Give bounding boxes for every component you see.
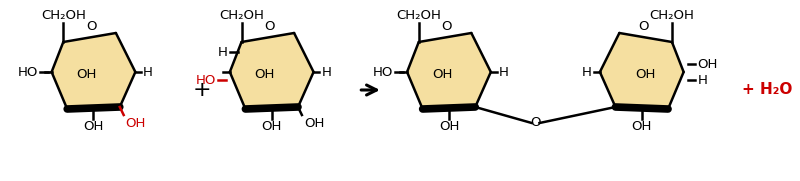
Text: + H₂O: + H₂O [742,83,793,98]
Text: OH: OH [698,58,718,71]
Text: CH₂OH: CH₂OH [41,9,86,22]
Text: O: O [86,20,97,33]
Text: HO: HO [196,73,216,87]
Text: H: H [698,73,707,87]
Text: OH: OH [126,117,146,130]
Text: O: O [638,20,649,33]
Text: H: H [582,66,592,79]
Text: OH: OH [631,120,652,133]
Text: OH: OH [254,68,275,81]
Text: H: H [498,66,509,79]
Polygon shape [600,33,684,109]
Text: OH: OH [432,68,452,81]
Text: O: O [530,117,541,129]
Text: O: O [265,20,275,33]
Text: CH₂OH: CH₂OH [219,9,264,22]
Polygon shape [407,33,491,109]
Text: OH: OH [438,120,459,133]
Text: +: + [192,80,211,100]
Text: CH₂OH: CH₂OH [650,9,694,22]
Text: H: H [143,66,153,79]
Text: HO: HO [18,66,38,79]
Text: HO: HO [373,66,394,79]
Polygon shape [52,33,135,109]
Text: OH: OH [635,68,656,81]
Text: OH: OH [77,68,97,81]
Text: H: H [218,45,228,58]
Text: CH₂OH: CH₂OH [396,9,441,22]
Text: OH: OH [262,120,282,133]
Text: OH: OH [304,117,324,130]
Text: H: H [322,66,331,79]
Polygon shape [230,33,314,109]
Text: OH: OH [83,120,104,133]
Text: O: O [442,20,452,33]
